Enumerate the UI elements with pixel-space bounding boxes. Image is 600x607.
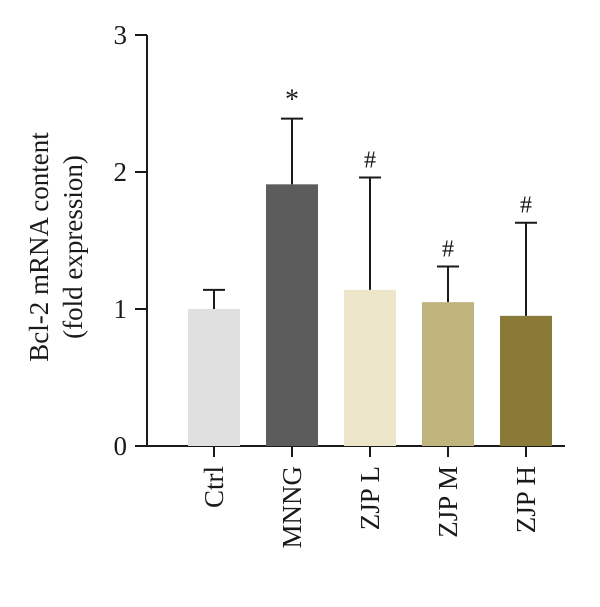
significance-label: # xyxy=(442,237,454,263)
significance-label: # xyxy=(364,147,376,173)
x-tick-label: MNNG xyxy=(277,466,307,549)
bar-zjp-h xyxy=(500,315,552,446)
y-axis-label: Bcl-2 mRNA content (fold expression) xyxy=(24,132,88,362)
y-axis-label-line2: (fold expression) xyxy=(58,155,88,339)
significance-label: * xyxy=(285,85,299,116)
x-tick-label: Ctrl xyxy=(199,466,229,508)
x-tick-labels: Ctrl MNNG ZJP L ZJP M ZJP H xyxy=(199,466,541,549)
y-tick-label: 1 xyxy=(114,294,128,324)
y-tick-label: 0 xyxy=(114,431,128,461)
y-tick-label: 3 xyxy=(114,20,128,50)
y-axis: 0 1 2 3 xyxy=(114,20,148,461)
x-tick-label: ZJP H xyxy=(511,466,541,533)
bars: * # # # xyxy=(188,85,552,446)
x-axis xyxy=(146,445,565,457)
y-axis-label-line1: Bcl-2 mRNA content xyxy=(24,132,54,362)
y-tick-label: 2 xyxy=(114,157,128,187)
bar-mnng xyxy=(266,184,318,446)
x-tick-label: ZJP M xyxy=(433,466,463,538)
bar-ctrl xyxy=(188,309,240,446)
x-tick-label: ZJP L xyxy=(355,466,385,530)
bar-zjp-l xyxy=(344,289,396,446)
bar-zjp-m xyxy=(422,302,474,446)
significance-label: # xyxy=(520,193,532,219)
